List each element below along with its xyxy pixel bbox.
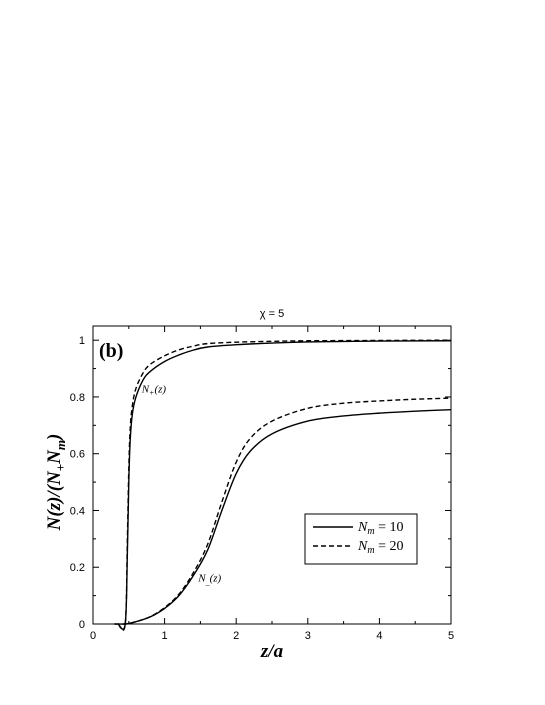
legend-box (304, 513, 418, 565)
y-tick-label: 0.8 (70, 392, 85, 404)
y-tick-label: 0.2 (70, 562, 85, 574)
y-tick-label: 0.4 (70, 505, 85, 517)
x-tick-label: 2 (233, 630, 239, 642)
series-line-plus-dashed (117, 339, 452, 631)
y-tick-label: 1 (79, 335, 85, 347)
x-tick-label: 0 (90, 630, 96, 642)
y-tick-label: 0.6 (70, 449, 85, 461)
legend-label: Nm = 20 (357, 539, 403, 556)
curve-annotation: N+(z) (141, 384, 167, 398)
plot-frame (92, 325, 452, 625)
legend: Nm = 10 Nm = 20 (304, 513, 418, 565)
panel-label: (b) (99, 340, 123, 362)
y-tick-label: 0 (79, 619, 85, 631)
y-axis-label: N(z)/(N+Nm) (44, 434, 68, 532)
x-tick-label: 4 (376, 630, 382, 642)
x-tick-label: 1 (162, 630, 168, 642)
x-tick-label: 5 (448, 630, 454, 642)
plot-area: 0 1 2 3 4 5 0 0.2 0.4 0.6 0.8 1 N+(z) N_(z) (70, 325, 454, 642)
x-axis-label: z/a (260, 641, 284, 662)
series-line-minus-solid (114, 409, 452, 625)
curve-annotation: N_(z) (197, 572, 221, 586)
x-tick-label: 3 (305, 630, 311, 642)
chart-title: χ = 5 (260, 308, 284, 320)
series-line-minus-dashed (114, 397, 452, 625)
series-line-plus-solid (117, 340, 452, 630)
legend-label: Nm = 10 (357, 520, 403, 537)
